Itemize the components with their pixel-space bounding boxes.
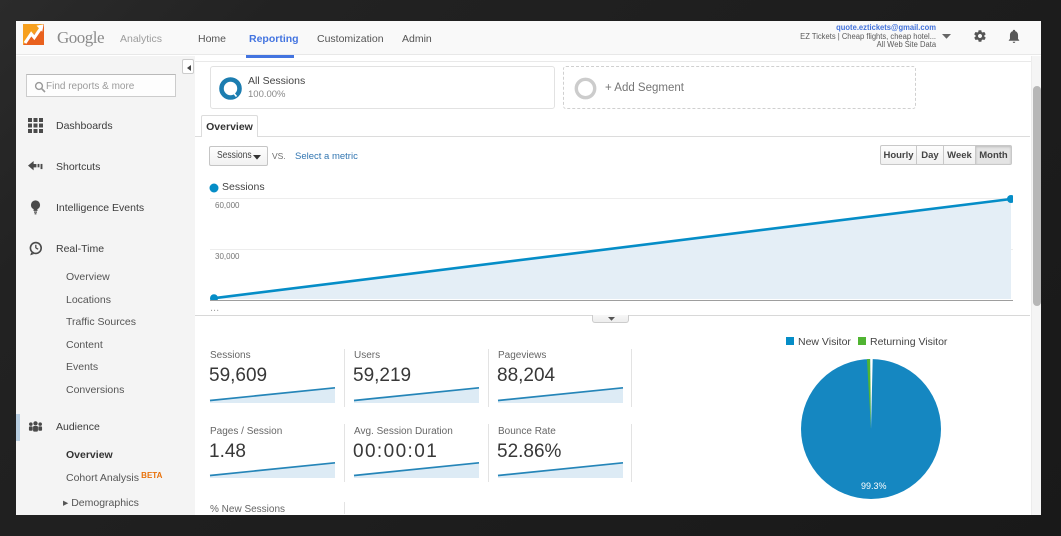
svg-text:99.3%: 99.3% bbox=[861, 481, 887, 491]
